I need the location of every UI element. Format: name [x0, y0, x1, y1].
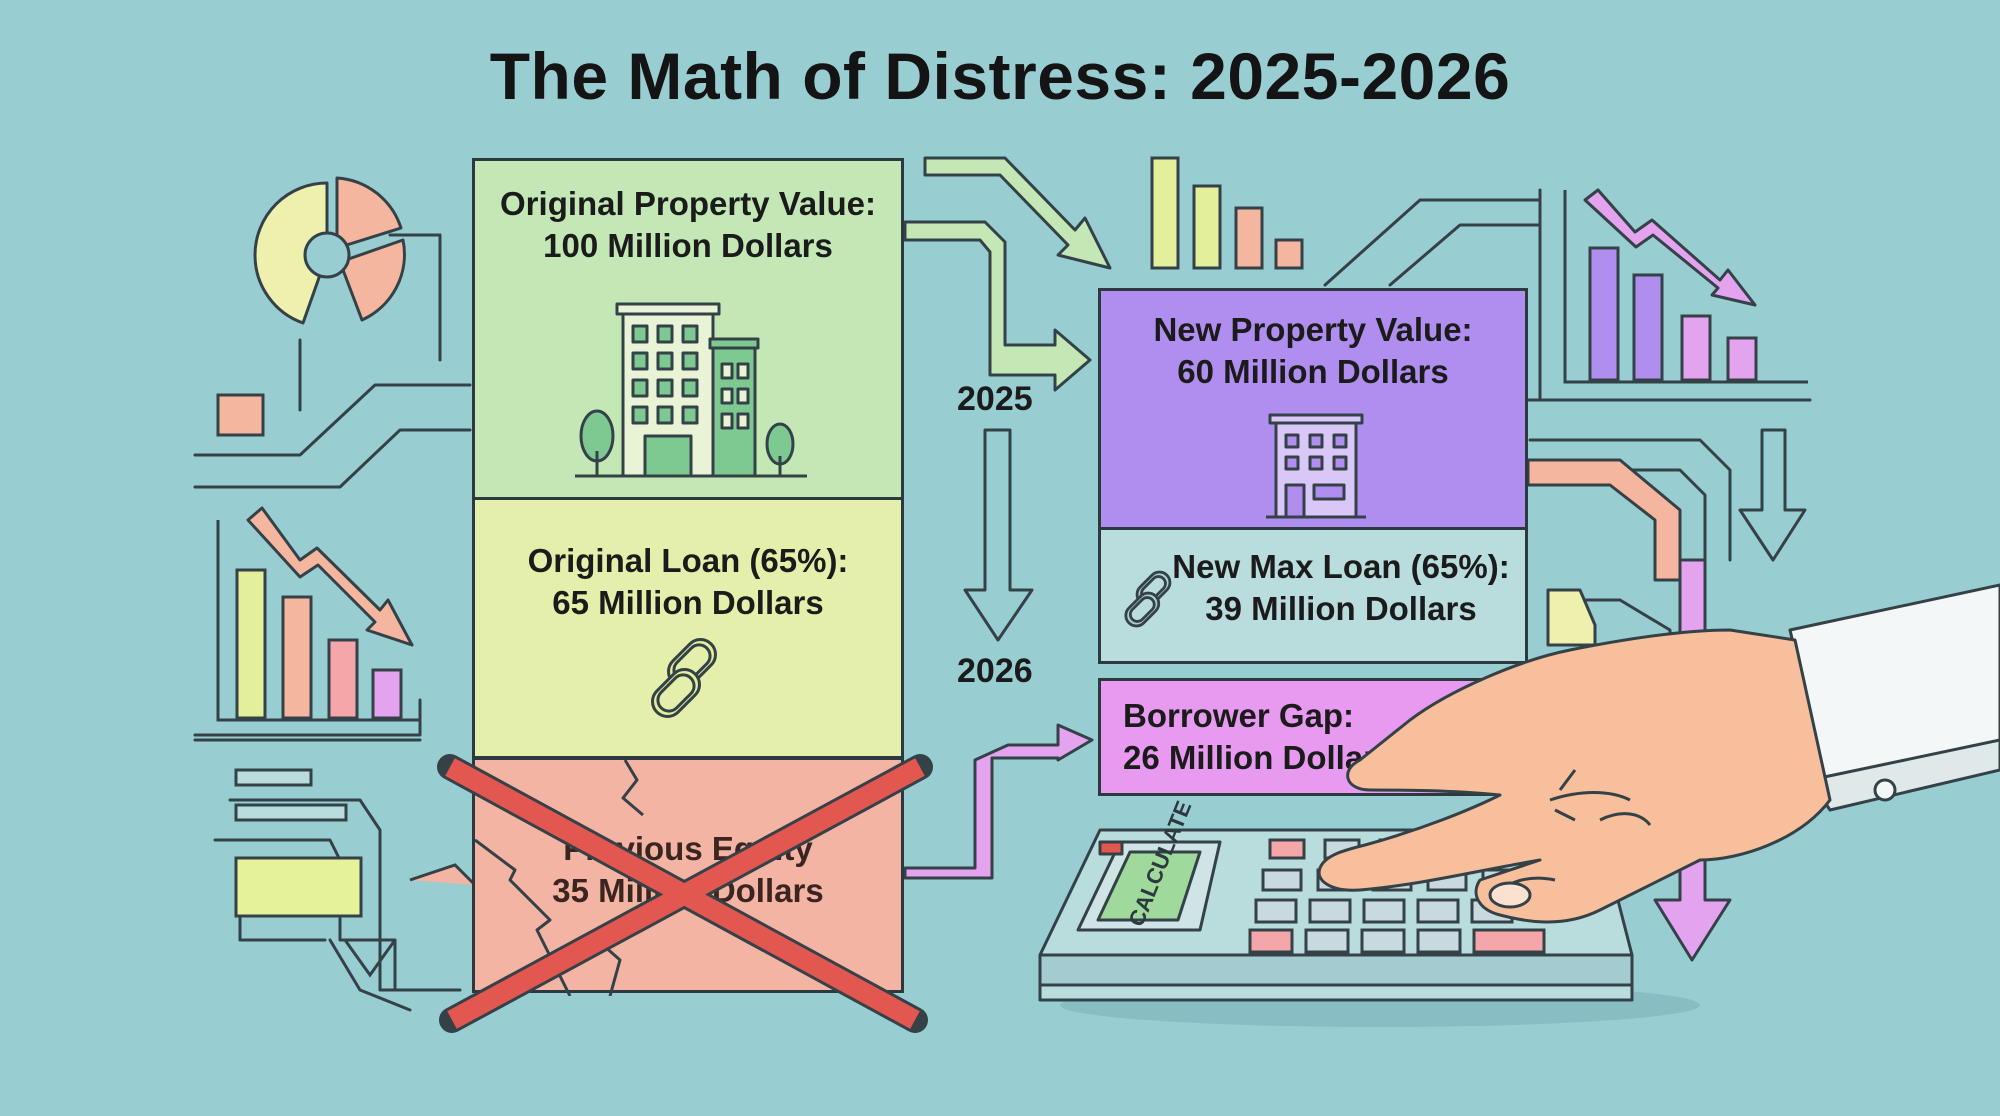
new-property-value-label: New Property Value: [1153, 311, 1473, 348]
borrower-gap-label: Borrower Gap: [1123, 697, 1355, 734]
chain-link-icon [1124, 570, 1172, 628]
office-building-icon [575, 302, 807, 478]
original-property-value-label: Original Property Value: [500, 185, 876, 222]
borrower-gap-box: Borrower Gap: 26 Million Dollars [1098, 678, 1528, 796]
new-max-loan-label: New Max Loan (65%): [1172, 548, 1510, 585]
bar-chart-icon [1563, 190, 1808, 384]
year-2025-label: 2025 [957, 380, 1033, 418]
original-property-value-amount: 100 Million Dollars [543, 227, 833, 264]
original-property-value-box: Original Property Value: 100 Million Dol… [472, 158, 904, 500]
new-property-value-box: New Property Value: 60 Million Dollars [1098, 288, 1528, 530]
pie-chart-icon [253, 176, 406, 325]
new-max-loan-box: New Max Loan (65%): 39 Million Dollars [1098, 527, 1528, 664]
original-loan-box: Original Loan (65%): 65 Million Dollars [472, 497, 904, 759]
crack-lines [475, 760, 644, 996]
year-2026-label: 2026 [957, 652, 1033, 690]
trend-down-arrow-icon [246, 506, 414, 647]
borrower-gap-amount: 26 Million Dollars [1123, 739, 1395, 776]
building-icon [1266, 413, 1366, 519]
original-loan-label: Original Loan (65%): [527, 542, 849, 579]
new-max-loan-amount: 39 Million Dollars [1205, 590, 1477, 627]
chain-link-icon [651, 638, 717, 718]
previous-equity-box: Previous Equity 35 Million Dollars [472, 757, 904, 996]
new-property-value-amount: 60 Million Dollars [1177, 353, 1449, 390]
original-loan-amount: 65 Million Dollars [552, 584, 824, 621]
bar-chart-icon [216, 520, 420, 722]
page-title: The Math of Distress: 2025-2026 [489, 39, 1511, 113]
